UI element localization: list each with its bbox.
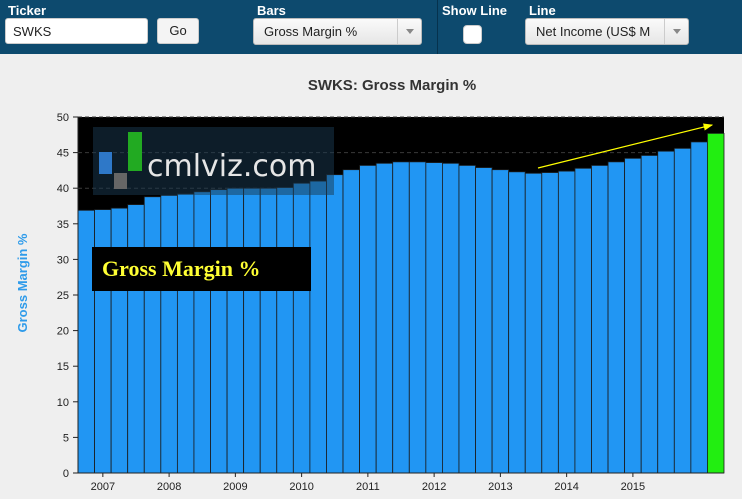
toolbar: Ticker SWKS Go Bars Gross Margin % Show … (0, 0, 742, 54)
bar (226, 187, 245, 474)
bars (77, 132, 725, 474)
show-line-checkbox[interactable] (463, 25, 482, 44)
bar (574, 167, 592, 474)
y-tick-label: 25 (57, 290, 69, 302)
bar (309, 180, 327, 474)
bars-label: Bars (257, 3, 286, 18)
y-axis: 0 5 10 15 20 25 30 35 40 45 50 (57, 112, 78, 480)
logo-bar-gray-icon (114, 173, 127, 189)
toolbar-divider (437, 0, 438, 54)
x-tick-label: 2008 (157, 481, 181, 493)
chart-title: SWKS: Gross Margin % (308, 77, 476, 94)
x-tick-label: 2013 (488, 481, 512, 493)
bar (276, 187, 294, 474)
y-tick-label: 30 (57, 254, 69, 266)
bar (143, 196, 162, 474)
bar (408, 161, 427, 474)
line-select-value: Net Income (US$ M (536, 24, 651, 39)
cmlviz-logo: cmlviz.com (93, 127, 334, 195)
bar (375, 162, 394, 474)
bar (690, 141, 708, 474)
x-tick-label: 2015 (621, 481, 645, 493)
trend-arrow (537, 123, 714, 169)
bar (210, 189, 228, 474)
ticker-input[interactable]: SWKS (5, 18, 148, 44)
show-line-label: Show Line (442, 3, 507, 18)
x-tick-label: 2012 (422, 481, 446, 493)
gross-margin-chart: SWKS: Gross Margin % 0 5 10 15 20 25 30 35 40 45 5… (15, 77, 725, 493)
bar-highlight (707, 132, 725, 474)
go-button[interactable]: Go (157, 18, 199, 44)
y-tick-label: 15 (57, 361, 69, 373)
y-tick-label: 40 (57, 183, 69, 195)
y-tick-label: 45 (57, 148, 69, 160)
bar (673, 147, 692, 474)
bar (243, 187, 261, 474)
bar (425, 162, 443, 474)
bar (541, 172, 559, 474)
bars-select[interactable]: Gross Margin % (253, 18, 422, 45)
line-select[interactable]: Net Income (US$ M (525, 18, 689, 45)
bar (607, 161, 626, 474)
y-tick-label: 50 (57, 112, 69, 124)
y-axis-label: Gross Margin % (15, 233, 30, 332)
line-label: Line (529, 3, 556, 18)
logo-text: cmlviz.com (147, 149, 317, 184)
bar (524, 172, 543, 474)
bar (491, 169, 510, 474)
bar (176, 193, 195, 474)
bar (475, 167, 493, 474)
chevron-down-icon (664, 19, 688, 44)
bar (359, 165, 377, 474)
bar (591, 165, 609, 474)
annotation-background (92, 247, 311, 291)
bars-select-value: Gross Margin % (264, 24, 358, 39)
bar (640, 155, 659, 474)
bar (127, 204, 145, 474)
bar (259, 187, 278, 474)
x-axis: 2007 2008 2009 2010 2011 2012 2013 2014 2015 (91, 473, 645, 493)
bar (624, 157, 642, 474)
bar (508, 171, 526, 474)
y-tick-label: 0 (63, 468, 69, 480)
bar (193, 191, 211, 474)
x-tick-label: 2014 (554, 481, 578, 493)
bar (392, 161, 410, 474)
y-tick-label: 20 (57, 326, 69, 338)
bar (557, 170, 576, 474)
x-tick-label: 2010 (289, 481, 313, 493)
annotation-box: Gross Margin % (92, 247, 311, 291)
bar (458, 165, 476, 474)
y-tick-label: 10 (57, 397, 69, 409)
logo-bar-green-icon (128, 132, 142, 171)
bar (342, 169, 360, 474)
bar (160, 194, 178, 474)
bar (657, 150, 675, 474)
x-tick-label: 2009 (223, 481, 247, 493)
x-tick-label: 2007 (91, 481, 115, 493)
chevron-down-icon (397, 19, 421, 44)
bar (292, 182, 311, 474)
y-tick-label: 5 (63, 432, 69, 444)
ticker-label: Ticker (8, 3, 47, 18)
x-tick-label: 2011 (356, 481, 380, 493)
annotation-text: Gross Margin % (102, 256, 260, 281)
logo-bar-blue-icon (99, 152, 112, 174)
bar (442, 162, 460, 474)
y-tick-label: 35 (57, 219, 69, 231)
bar (326, 174, 344, 474)
